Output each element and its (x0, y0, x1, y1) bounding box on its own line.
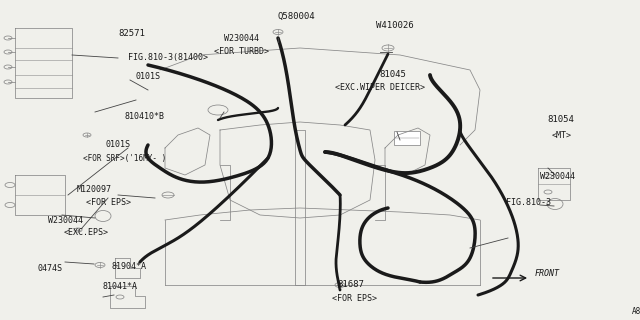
Text: 810410*B: 810410*B (125, 112, 165, 121)
Text: <EXC.EPS>: <EXC.EPS> (64, 228, 109, 237)
Text: <FOR SRF>('16MY- ): <FOR SRF>('16MY- ) (83, 154, 166, 163)
Text: 81045: 81045 (380, 70, 406, 79)
Text: W230044: W230044 (540, 172, 575, 181)
Text: FRONT: FRONT (535, 269, 560, 278)
Text: Q580004: Q580004 (277, 12, 315, 20)
Text: 0101S: 0101S (136, 72, 161, 81)
Text: <EXC.WIPER DEICER>: <EXC.WIPER DEICER> (335, 83, 425, 92)
Text: M120097: M120097 (77, 185, 112, 194)
Text: 81054: 81054 (547, 115, 574, 124)
Text: W230044: W230044 (224, 34, 259, 43)
Text: FIG.810-3: FIG.810-3 (506, 198, 550, 207)
Text: <FOR EPS>: <FOR EPS> (86, 198, 131, 207)
Text: 81687: 81687 (337, 280, 364, 289)
Text: 82571: 82571 (118, 29, 145, 38)
Text: <MT>: <MT> (552, 131, 572, 140)
Text: A810001438: A810001438 (632, 308, 640, 316)
FancyBboxPatch shape (394, 131, 420, 145)
Text: 81904*A: 81904*A (112, 262, 147, 271)
Text: <FOR TURBD>: <FOR TURBD> (214, 47, 269, 56)
Text: W230044: W230044 (48, 216, 83, 225)
Text: <FOR EPS>: <FOR EPS> (332, 294, 376, 303)
Text: 0101S: 0101S (106, 140, 131, 149)
Text: W410026: W410026 (376, 21, 413, 30)
Text: 0474S: 0474S (37, 264, 62, 273)
Text: 81041*A: 81041*A (102, 282, 138, 291)
Text: FIG.810-3(81400>: FIG.810-3(81400> (128, 53, 208, 62)
